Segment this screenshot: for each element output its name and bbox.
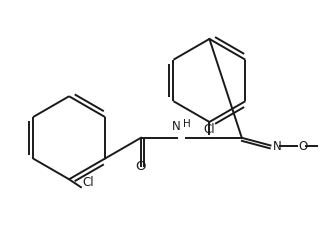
Text: N: N (172, 120, 181, 133)
Text: O: O (136, 160, 146, 173)
Text: Cl: Cl (204, 123, 215, 136)
Text: N: N (272, 140, 281, 153)
Text: O: O (298, 140, 308, 153)
Text: Cl: Cl (82, 176, 93, 189)
Text: H: H (183, 119, 191, 129)
